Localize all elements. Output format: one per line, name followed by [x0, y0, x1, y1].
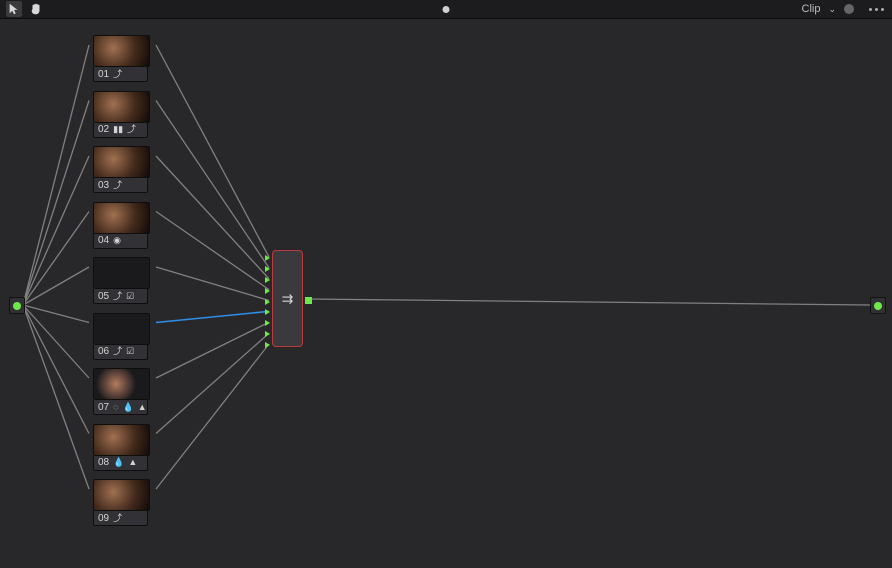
node-number: 08 — [98, 457, 109, 468]
serial-node-04[interactable]: 04 ◉ — [93, 202, 150, 249]
node-badge-curve-icon: ⤴ — [127, 125, 136, 134]
node-number: 06 — [98, 346, 109, 357]
node-meta-bar: 07 ◌ 💧 ▲ — [93, 400, 148, 415]
thumbnail-image — [94, 314, 149, 344]
node-meta-bar: 02 ▮▮ ⤴ — [93, 123, 148, 138]
serial-node-08[interactable]: 08 💧 ▲ — [93, 424, 150, 471]
node-thumbnail — [93, 479, 150, 511]
thumbnail-image — [94, 369, 149, 399]
scope-label[interactable]: Clip — [802, 3, 821, 15]
node-graph-canvas[interactable]: ⇉ 01 ⤴ 02 ▮▮ ⤴ 03 ⤴ 04 ◉ 05 ⤴ ☑ 06 ⤴ ☑ 07 ◌ 💧 ▲ 08 💧 ▲ 09 ⤴ — [0, 19, 892, 568]
node-badge-curve-icon: ⤴ — [113, 181, 122, 190]
node-number: 04 — [98, 235, 109, 246]
serial-node-01[interactable]: 01 ⤴ — [93, 35, 150, 82]
thumbnail-image — [94, 425, 149, 455]
node-badge-fx-icon: ◉ — [113, 236, 121, 245]
scope-chevron-icon[interactable]: ⌄ — [828, 4, 836, 15]
node-badge-drop-icon: 💧 — [122, 403, 133, 412]
node-badge-curve-icon: ⤴ — [113, 514, 122, 523]
hand-tool[interactable] — [28, 1, 44, 17]
node-badge-bars-icon: ▮▮ — [113, 125, 123, 134]
node-badge-tick-icon: ☑ — [126, 347, 134, 356]
mixer-input-7[interactable] — [265, 320, 270, 326]
thumbnail-image — [94, 92, 149, 122]
thumbnail-image — [94, 258, 149, 288]
serial-node-02[interactable]: 02 ▮▮ ⤴ — [93, 91, 150, 138]
node-badge-curve-icon: ⤴ — [113, 347, 122, 356]
mixer-input-9[interactable] — [265, 342, 270, 348]
node-meta-bar: 01 ⤴ — [93, 67, 148, 82]
node-meta-bar: 04 ◉ — [93, 234, 148, 249]
node-number: 02 — [98, 124, 109, 135]
node-badge-curve-icon: ⤴ — [113, 70, 122, 79]
node-meta-bar: 09 ⤴ — [93, 511, 148, 526]
node-badge-drop-icon: 💧 — [113, 458, 124, 467]
node-badge-tri-icon: ▲ — [128, 458, 137, 467]
node-number: 05 — [98, 291, 109, 302]
node-thumbnail — [93, 146, 150, 178]
serial-node-05[interactable]: 05 ⤴ ☑ — [93, 257, 150, 304]
node-meta-bar: 05 ⤴ ☑ — [93, 289, 148, 304]
port-dot-icon — [874, 302, 882, 310]
node-number: 07 — [98, 402, 109, 413]
node-thumbnail — [93, 91, 150, 123]
node-thumbnail — [93, 313, 150, 345]
mixer-input-5[interactable] — [265, 299, 270, 305]
node-meta-bar: 06 ⤴ ☑ — [93, 345, 148, 360]
node-thumbnail — [93, 35, 150, 67]
serial-node-07[interactable]: 07 ◌ 💧 ▲ — [93, 368, 150, 415]
node-thumbnail — [93, 202, 150, 234]
node-thumbnail — [93, 368, 150, 400]
node-meta-bar: 08 💧 ▲ — [93, 456, 148, 471]
thumbnail-image — [94, 480, 149, 510]
layer-mixer-node[interactable]: ⇉ — [272, 250, 303, 347]
node-number: 03 — [98, 180, 109, 191]
mixer-input-6[interactable] — [265, 309, 270, 315]
node-badge-tri-icon: ▲ — [138, 403, 147, 412]
node-badge-dotcircle-icon: ◌ — [113, 403, 118, 412]
graph-input-port[interactable] — [9, 297, 25, 314]
node-number: 01 — [98, 69, 109, 80]
panel-menu[interactable] — [869, 8, 884, 11]
keyframe-indicator[interactable] — [443, 6, 450, 13]
mixer-input-2[interactable] — [265, 266, 270, 272]
toolbar: Clip ⌄ — [0, 0, 892, 19]
node-number: 09 — [98, 513, 109, 524]
serial-node-09[interactable]: 09 ⤴ — [93, 479, 150, 526]
mixer-input-3[interactable] — [265, 277, 270, 283]
thumbnail-image — [94, 203, 149, 233]
mixer-icon: ⇉ — [282, 290, 294, 307]
node-thumbnail — [93, 424, 150, 456]
mixer-input-4[interactable] — [265, 288, 270, 294]
serial-node-06[interactable]: 06 ⤴ ☑ — [93, 313, 150, 360]
serial-node-03[interactable]: 03 ⤴ — [93, 146, 150, 193]
arrow-tool[interactable] — [6, 1, 22, 17]
mixer-input-1[interactable] — [265, 255, 270, 261]
port-dot-icon — [13, 302, 21, 310]
node-badge-tick-icon: ☑ — [126, 292, 134, 301]
node-thumbnail — [93, 257, 150, 289]
mixer-input-8[interactable] — [265, 331, 270, 337]
thumbnail-image — [94, 147, 149, 177]
thumbnail-image — [94, 36, 149, 66]
graph-output-port[interactable] — [870, 297, 886, 314]
scope-status-dot — [844, 4, 854, 14]
node-meta-bar: 03 ⤴ — [93, 178, 148, 193]
node-badge-curve-icon: ⤴ — [113, 292, 122, 301]
mixer-output[interactable] — [305, 297, 312, 304]
